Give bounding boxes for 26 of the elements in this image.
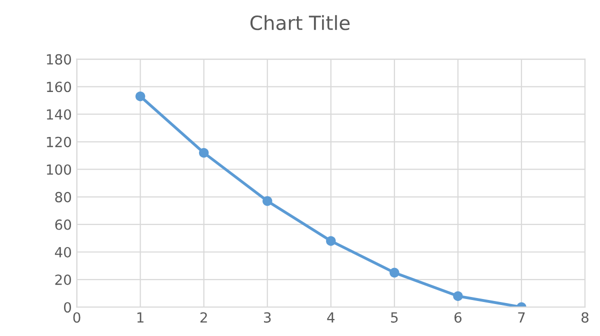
x-tick-label: 8 [582, 312, 588, 323]
y-tick-label: 60 [55, 219, 72, 230]
x-tick-label: 7 [518, 312, 525, 323]
x-tick-label: 3 [264, 312, 271, 323]
y-tick-label: 180 [46, 54, 72, 65]
point [326, 236, 336, 246]
y-tick-label: 120 [46, 136, 72, 148]
y-tick-label: 40 [54, 246, 72, 258]
point [135, 91, 146, 102]
x-tick-label: 4 [327, 312, 335, 323]
point [453, 291, 463, 301]
point [198, 148, 209, 158]
y-tick-label: 20 [55, 274, 72, 286]
point [390, 268, 400, 278]
x-tick-label: 5 [391, 312, 398, 323]
chart-title: Chart Title [250, 15, 350, 30]
y-tick-label: 160 [46, 82, 72, 92]
y-tick-label: 80 [55, 192, 72, 202]
x-tick-label: 1 [137, 312, 144, 323]
x-tick-label: 6 [454, 312, 462, 323]
y-tick-label: 100 [46, 164, 72, 175]
point [262, 196, 272, 206]
y-tick-label: 0 [64, 302, 72, 313]
x-tick-label: 2 [200, 312, 207, 323]
y-tick-label: 140 [46, 109, 72, 120]
x-tick-label: 0 [73, 312, 80, 323]
